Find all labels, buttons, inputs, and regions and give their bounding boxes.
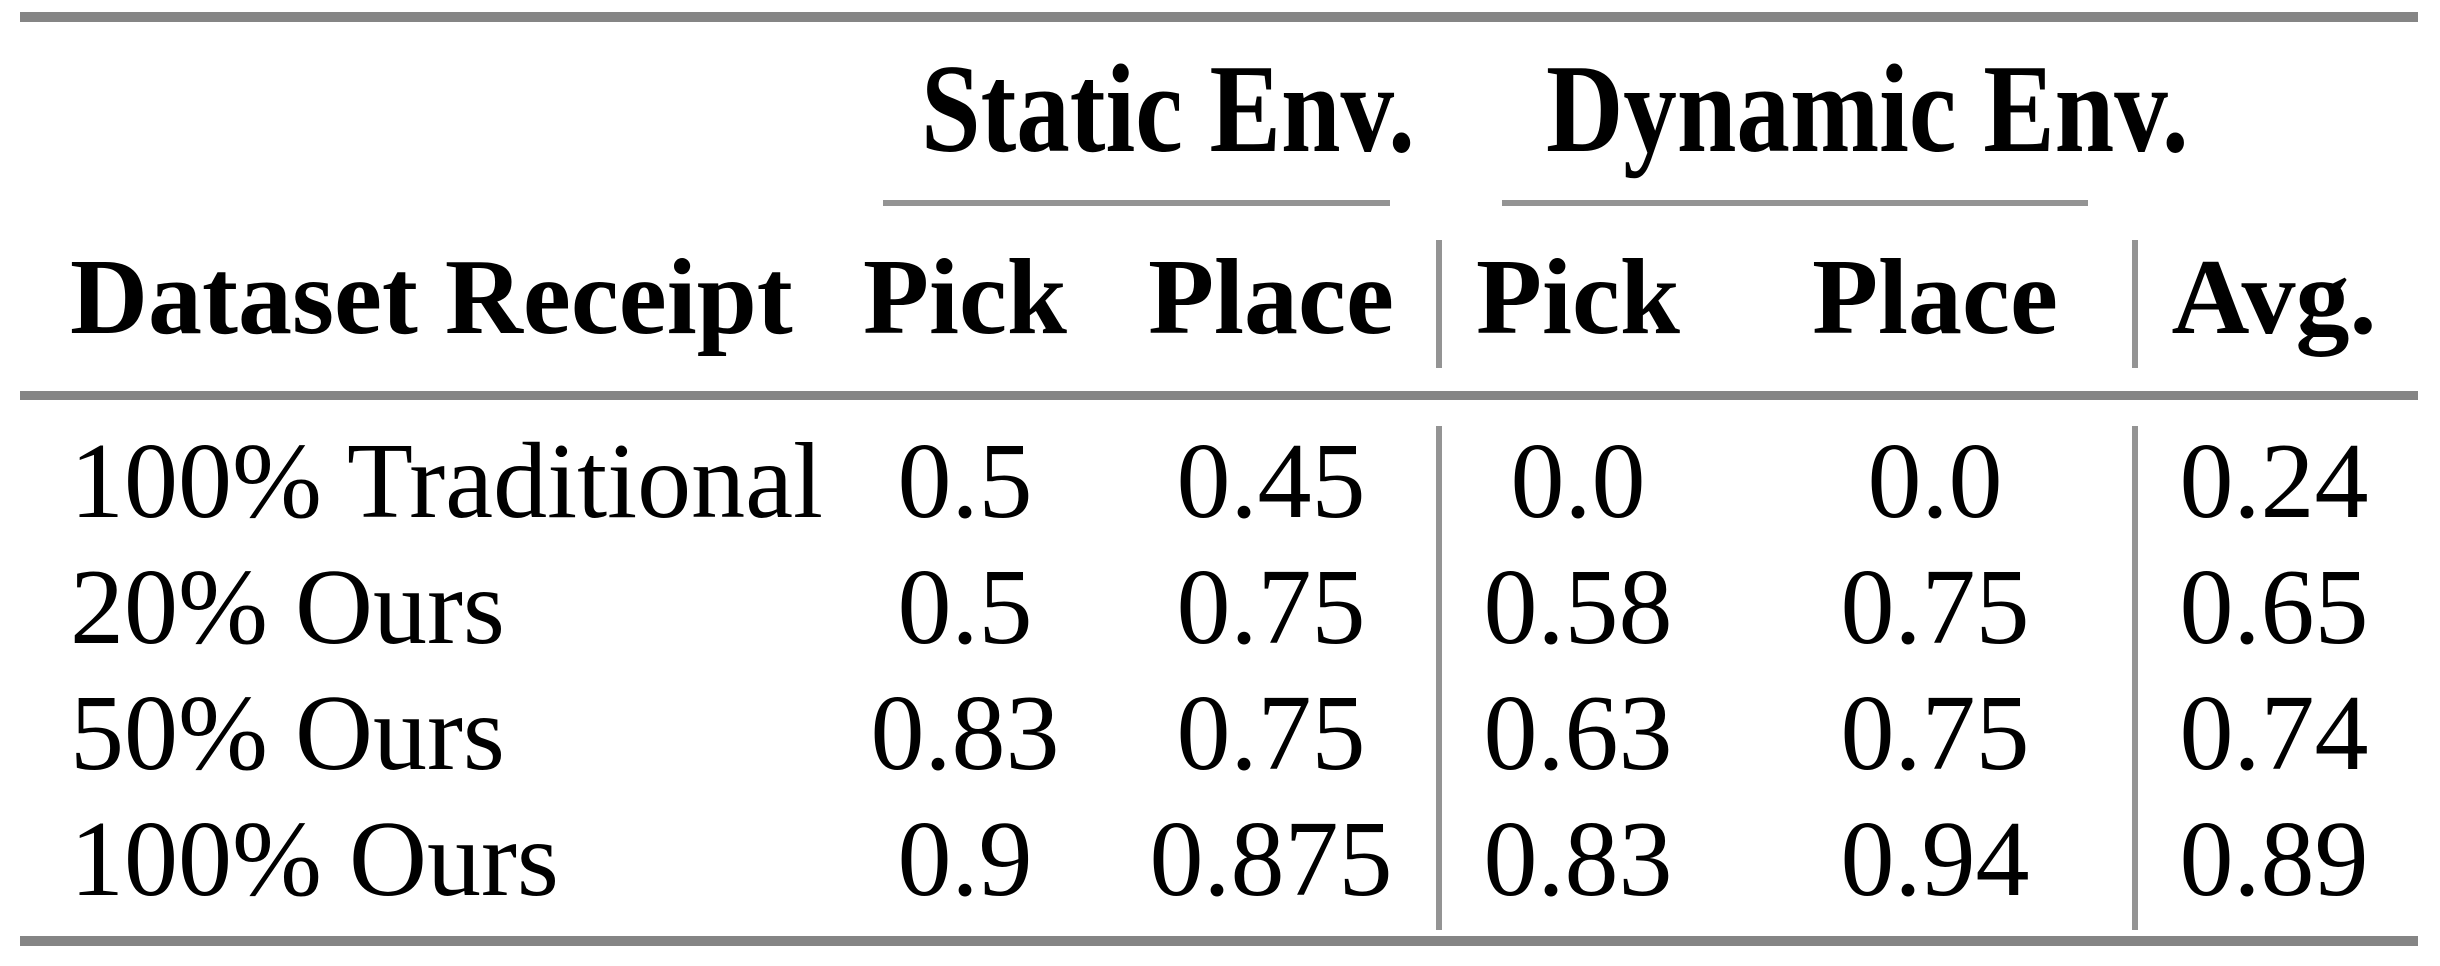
value-avg: 0.65 [2179,548,2369,667]
table-top-rule [20,12,2418,22]
value-static-place: 0.45 [1176,422,1366,541]
row-label: 50% Ours [70,674,505,793]
table-bottom-rule [20,936,2418,946]
value-dynamic-pick: 0.63 [1483,674,1673,793]
row-label: 100% Traditional [70,422,824,541]
value-static-place: 0.75 [1176,548,1366,667]
table-header-separator-rule [20,391,2418,400]
vertical-separator-static-dynamic-header [1436,240,1442,368]
vertical-separator-static-dynamic-body [1436,426,1442,930]
column-header-dynamic-place: Place [1812,238,2058,357]
vertical-separator-dynamic-avg-body [2132,426,2138,930]
column-header-dataset-receipt: Dataset Receipt [70,238,793,357]
vertical-separator-dynamic-avg-header [2132,240,2138,368]
value-dynamic-place: 0.75 [1840,548,2030,667]
row-label: 20% Ours [70,548,505,667]
dynamic-env-underline-rule [1502,200,2088,206]
value-static-place: 0.75 [1176,674,1366,793]
value-avg: 0.24 [2179,422,2369,541]
row-label: 100% Ours [70,800,559,919]
value-static-pick: 0.5 [897,422,1033,541]
value-dynamic-place: 0.0 [1867,422,2003,541]
group-header-dynamic-env: Dynamic Env. [1545,40,2189,179]
value-dynamic-pick: 0.83 [1483,800,1673,919]
value-avg: 0.74 [2179,674,2369,793]
column-header-avg: Avg. [2171,238,2377,357]
column-header-static-place: Place [1148,238,1394,357]
value-static-pick: 0.5 [897,548,1033,667]
value-dynamic-pick: 0.0 [1510,422,1646,541]
value-avg: 0.89 [2179,800,2369,919]
value-static-pick: 0.9 [897,800,1033,919]
group-header-static-env: Static Env. [921,40,1415,179]
value-static-pick: 0.83 [870,674,1060,793]
column-header-static-pick: Pick [863,238,1067,357]
value-dynamic-place: 0.75 [1840,674,2030,793]
static-env-underline-rule [883,200,1390,206]
value-dynamic-place: 0.94 [1840,800,2030,919]
column-header-dynamic-pick: Pick [1476,238,1680,357]
value-static-place: 0.875 [1149,800,1393,919]
value-dynamic-pick: 0.58 [1483,548,1673,667]
